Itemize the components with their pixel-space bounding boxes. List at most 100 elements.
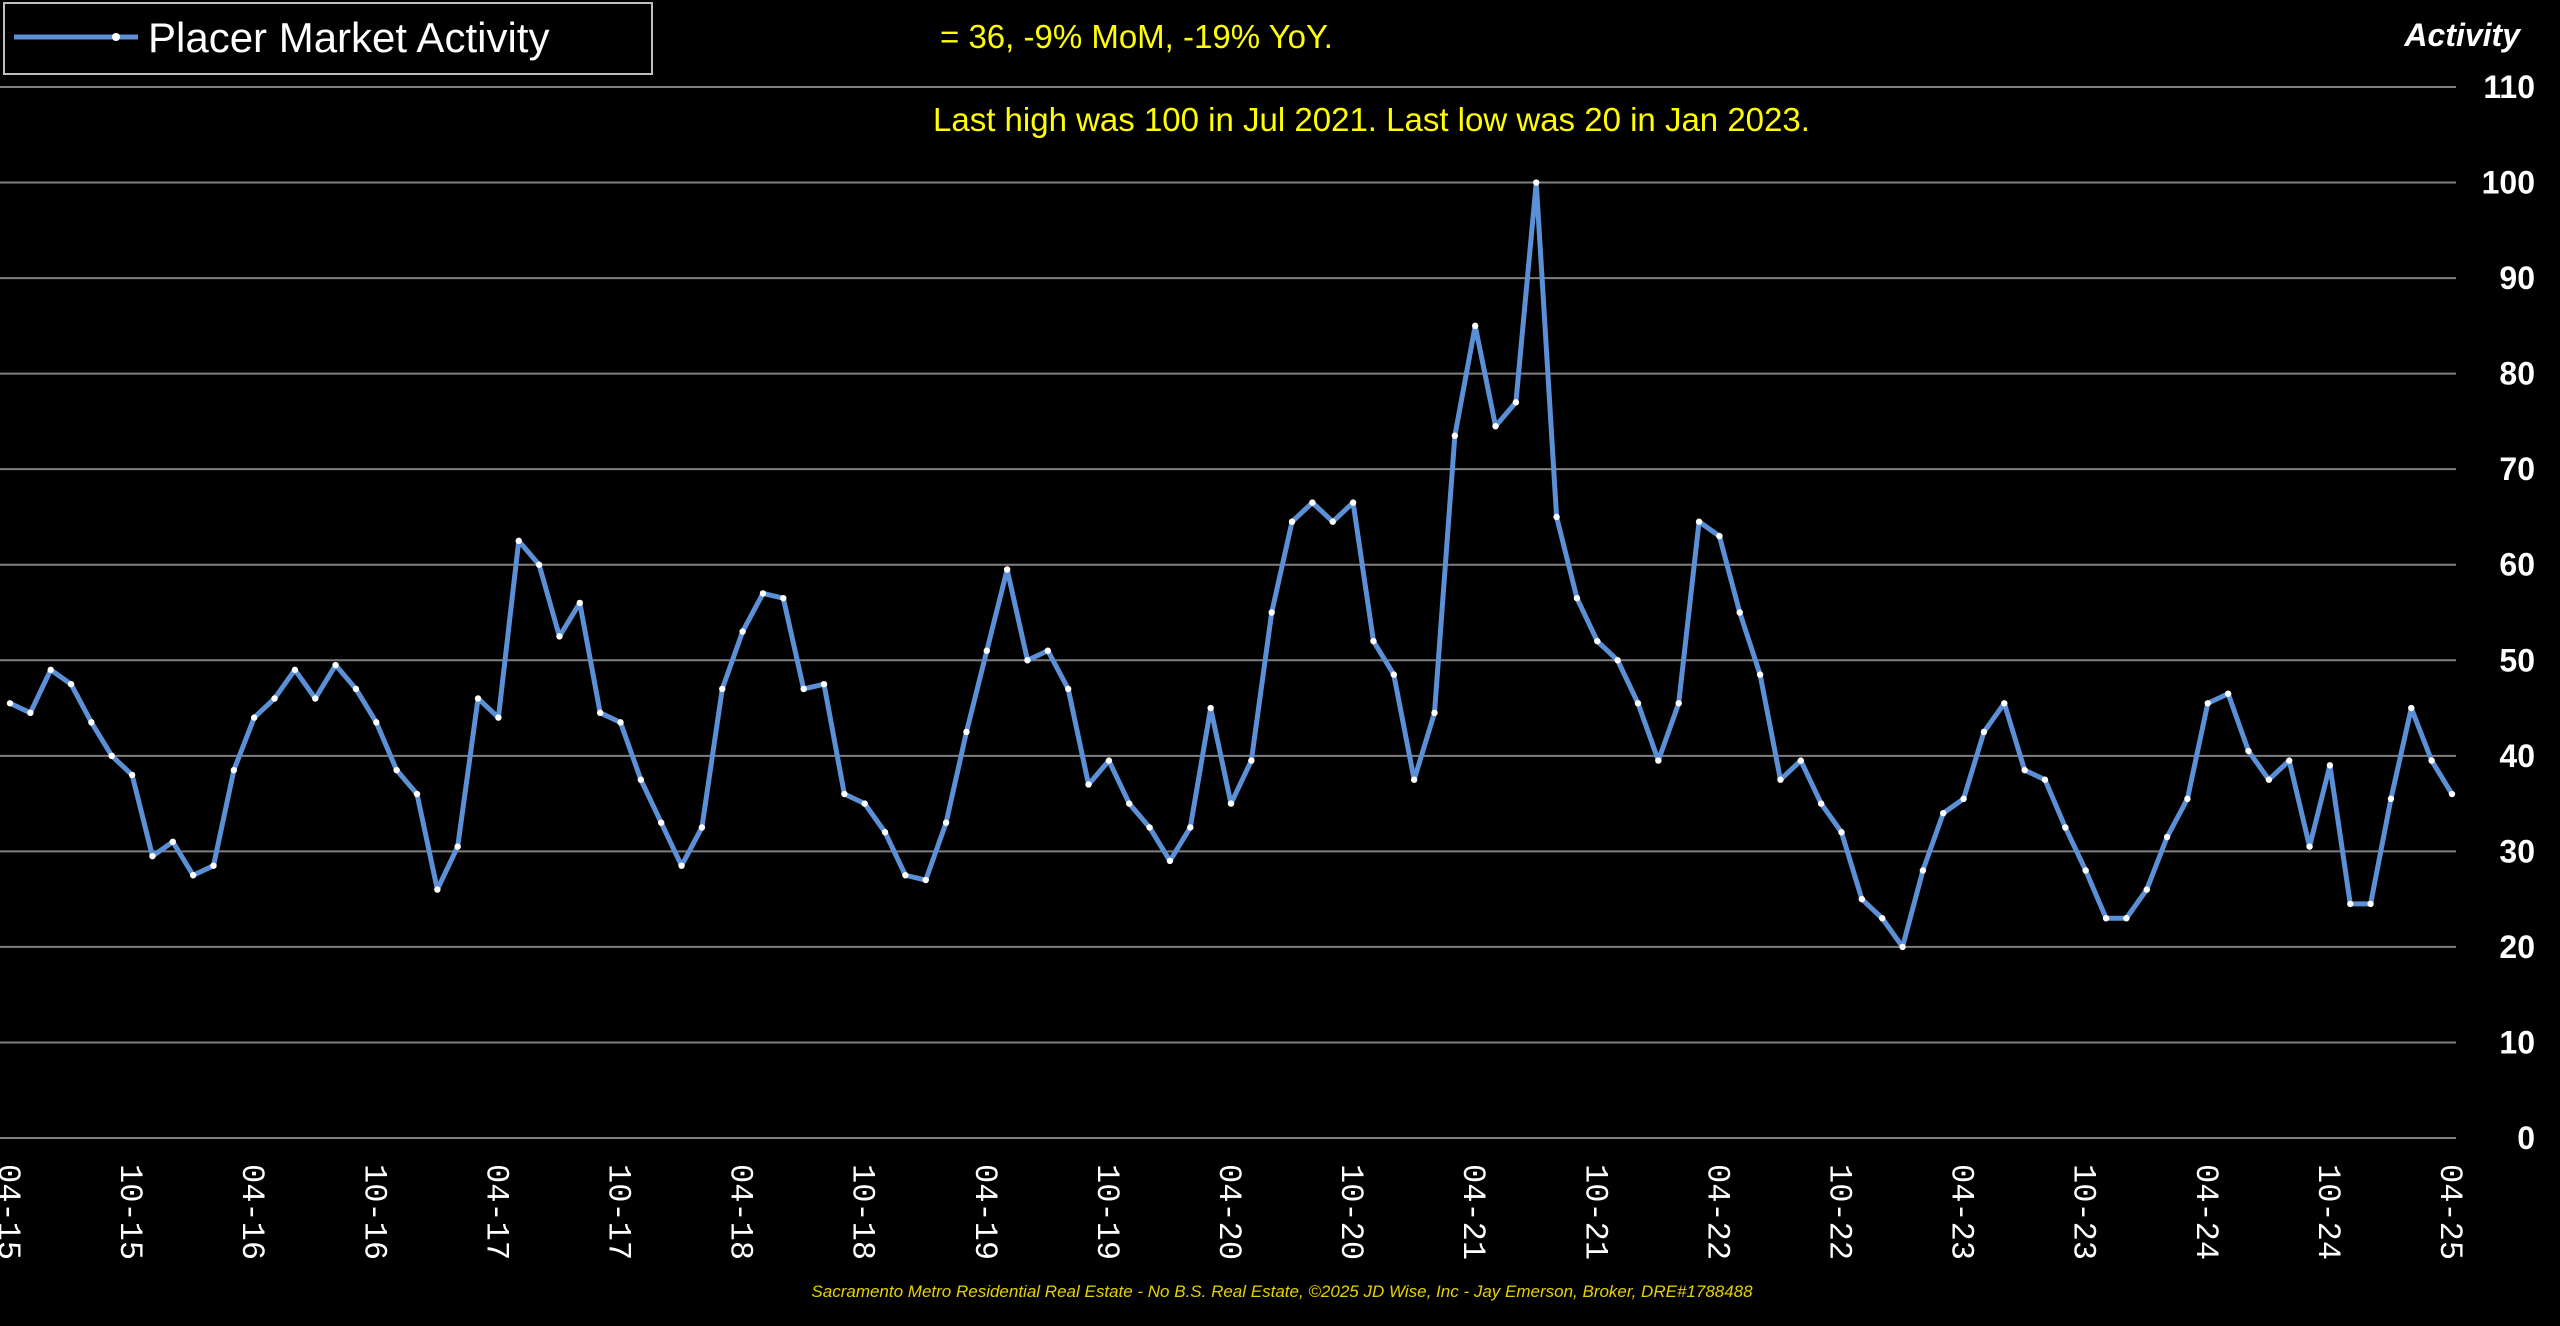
data-point bbox=[1756, 671, 1764, 678]
data-point bbox=[942, 819, 950, 826]
data-point bbox=[169, 838, 176, 846]
x-tick-label: 04-21 bbox=[1454, 1164, 1491, 1260]
x-tick-label: 10-17 bbox=[600, 1164, 637, 1260]
data-point bbox=[1980, 728, 1988, 736]
data-point bbox=[1512, 399, 1520, 406]
data-point bbox=[88, 719, 95, 726]
data-point bbox=[596, 709, 604, 717]
data-point bbox=[841, 790, 848, 798]
x-tick-label: 10-22 bbox=[1821, 1164, 1858, 1260]
data-point bbox=[2102, 915, 2110, 922]
data-point bbox=[2448, 790, 2456, 798]
data-point bbox=[1695, 518, 1703, 525]
data-point bbox=[1431, 709, 1438, 717]
x-tick-label: 04-23 bbox=[1943, 1164, 1980, 1260]
y-tick-label: 100 bbox=[2482, 165, 2535, 201]
data-point bbox=[1024, 657, 1031, 664]
data-point bbox=[1533, 179, 1540, 186]
data-point bbox=[1492, 422, 1499, 430]
data-point bbox=[2387, 795, 2395, 803]
data-point bbox=[1594, 637, 1601, 645]
data-point bbox=[2001, 700, 2008, 707]
data-point bbox=[474, 695, 482, 702]
data-point bbox=[800, 685, 807, 693]
data-point bbox=[1614, 657, 1621, 664]
data-point bbox=[881, 829, 889, 836]
data-point bbox=[1349, 499, 1357, 506]
data-point bbox=[393, 766, 400, 774]
legend-label: Placer Market Activity bbox=[148, 14, 549, 61]
data-point bbox=[1146, 824, 1153, 831]
data-point bbox=[922, 876, 929, 884]
data-point bbox=[2306, 843, 2313, 850]
data-point bbox=[658, 819, 665, 826]
y-tick-label: 110 bbox=[2483, 69, 2535, 105]
data-point bbox=[230, 766, 238, 774]
data-point bbox=[2265, 776, 2273, 783]
data-point bbox=[2062, 824, 2069, 831]
data-point bbox=[149, 852, 156, 860]
data-point bbox=[1227, 800, 1235, 807]
data-point bbox=[719, 685, 726, 693]
x-tick-label: 04-20 bbox=[1210, 1164, 1247, 1260]
data-point bbox=[1736, 609, 1743, 616]
data-point bbox=[1105, 757, 1113, 764]
data-point bbox=[210, 862, 217, 869]
x-tick-label: 10-21 bbox=[1576, 1164, 1613, 1260]
data-point bbox=[1675, 700, 1682, 707]
data-point bbox=[2408, 704, 2415, 712]
data-point bbox=[1817, 800, 1825, 807]
data-point bbox=[1858, 895, 1866, 903]
data-point bbox=[1390, 671, 1398, 678]
data-point bbox=[861, 800, 868, 807]
x-tick-label: 10-23 bbox=[2065, 1164, 2102, 1260]
data-point bbox=[698, 824, 706, 831]
data-point bbox=[1288, 518, 1296, 525]
data-point bbox=[373, 719, 380, 726]
y-tick-label: 30 bbox=[2499, 833, 2535, 869]
data-point bbox=[820, 680, 828, 688]
data-point bbox=[27, 709, 34, 717]
data-point bbox=[1207, 704, 1214, 712]
data-point bbox=[2082, 867, 2089, 874]
x-tick-label: 04-15 bbox=[0, 1164, 26, 1260]
data-point bbox=[2347, 900, 2354, 908]
data-point bbox=[2143, 886, 2150, 893]
data-point bbox=[2123, 915, 2130, 922]
data-point bbox=[1065, 685, 1072, 693]
data-point bbox=[739, 628, 746, 635]
data-point bbox=[108, 752, 115, 760]
data-point bbox=[1573, 594, 1581, 602]
x-tick-label: 10-18 bbox=[844, 1164, 881, 1260]
data-point bbox=[759, 590, 767, 597]
y-tick-label: 50 bbox=[2499, 642, 2535, 678]
data-point bbox=[983, 647, 990, 654]
data-point bbox=[413, 790, 421, 798]
data-point bbox=[2184, 795, 2191, 803]
data-point bbox=[1777, 776, 1784, 783]
data-point bbox=[1797, 757, 1805, 764]
y-axis-title: Activity bbox=[2403, 17, 2522, 53]
data-point bbox=[678, 862, 685, 869]
data-point bbox=[2326, 762, 2334, 769]
data-point bbox=[1472, 322, 1479, 330]
y-tick-label: 60 bbox=[2499, 547, 2535, 583]
data-point bbox=[1309, 499, 1316, 506]
data-point bbox=[454, 843, 461, 850]
data-point bbox=[902, 872, 909, 879]
data-point bbox=[6, 700, 14, 707]
data-point bbox=[2428, 757, 2435, 764]
data-point bbox=[47, 666, 54, 674]
data-point bbox=[1248, 757, 1255, 764]
data-point bbox=[1960, 795, 1967, 803]
data-point bbox=[1166, 857, 1174, 865]
data-point bbox=[1655, 757, 1662, 764]
high-low-annotation: Last high was 100 in Jul 2021. Last low … bbox=[933, 101, 1810, 138]
y-axis-ticks: 0 10 20 30 40 50 60 70 80 90 100 110 bbox=[2482, 69, 2535, 1156]
data-point bbox=[2245, 747, 2252, 755]
data-point bbox=[271, 695, 278, 702]
data-point bbox=[189, 872, 197, 879]
data-point bbox=[2286, 757, 2293, 764]
gridlines bbox=[0, 86, 2456, 1139]
